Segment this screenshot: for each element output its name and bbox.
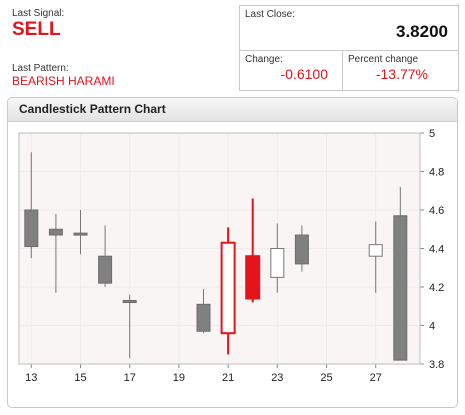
y-tick-label: 4.6	[429, 205, 444, 217]
candle-body	[122, 299, 137, 303]
candle-body	[24, 209, 39, 248]
chart-panel-title: Candlestick Pattern Chart	[19, 102, 166, 116]
last-pattern-value: BEARISH HARAMI	[12, 74, 115, 88]
change-label: Change:	[245, 54, 283, 65]
candle-body	[245, 255, 261, 300]
percent-change-label: Percent change	[348, 54, 419, 65]
candle-body	[48, 228, 63, 236]
candlestick-chart: 3.8 4 4.2 4.4 4.6 4.8 5 13 15 17 19 21 23 25 27	[18, 128, 444, 384]
candle-body	[368, 244, 383, 257]
last-close-value: 3.8200	[396, 22, 448, 41]
chart-panel-header: Candlestick Pattern Chart	[8, 98, 457, 122]
candle-body	[220, 241, 236, 335]
candle-body	[73, 232, 88, 236]
candle-body	[98, 255, 113, 284]
y-tick-label: 4.8	[429, 167, 444, 179]
candle-body	[294, 234, 309, 265]
y-tick-label: 5	[429, 128, 435, 140]
y-tick-label: 4	[429, 321, 435, 333]
candle-body	[196, 303, 211, 332]
candle-body	[393, 215, 408, 361]
chart-panel: Candlestick Pattern Chart 3.8 4 4.2 4.4 4.6 4…	[7, 97, 458, 408]
x-tick-label: 19	[173, 372, 185, 384]
percent-change-box: Percent change -13.77%	[342, 50, 459, 91]
x-tick-label: 15	[74, 372, 86, 384]
x-tick-label: 21	[222, 372, 234, 384]
x-tick-label: 27	[370, 372, 382, 384]
y-tick-label: 4.2	[429, 282, 444, 294]
x-tick-label: 17	[124, 372, 136, 384]
y-tick-label: 3.8	[429, 359, 444, 371]
last-pattern-label: Last Pattern:	[12, 63, 69, 74]
percent-change-value: -13.77%	[375, 66, 428, 82]
change-box: Change: -0.6100	[239, 50, 343, 91]
change-value: -0.6100	[280, 66, 328, 82]
plot-frame	[18, 132, 421, 365]
x-tick-label: 13	[25, 372, 37, 384]
last-signal-label: Last Signal:	[12, 8, 65, 19]
x-tick-label: 23	[271, 372, 283, 384]
candle-body	[270, 248, 285, 278]
last-signal-value: SELL	[12, 19, 61, 40]
y-tick-label: 4.4	[429, 244, 444, 256]
last-close-label: Last Close:	[245, 9, 296, 20]
x-tick-label: 25	[320, 372, 332, 384]
last-close-box: Last Close: 3.8200	[239, 5, 459, 51]
